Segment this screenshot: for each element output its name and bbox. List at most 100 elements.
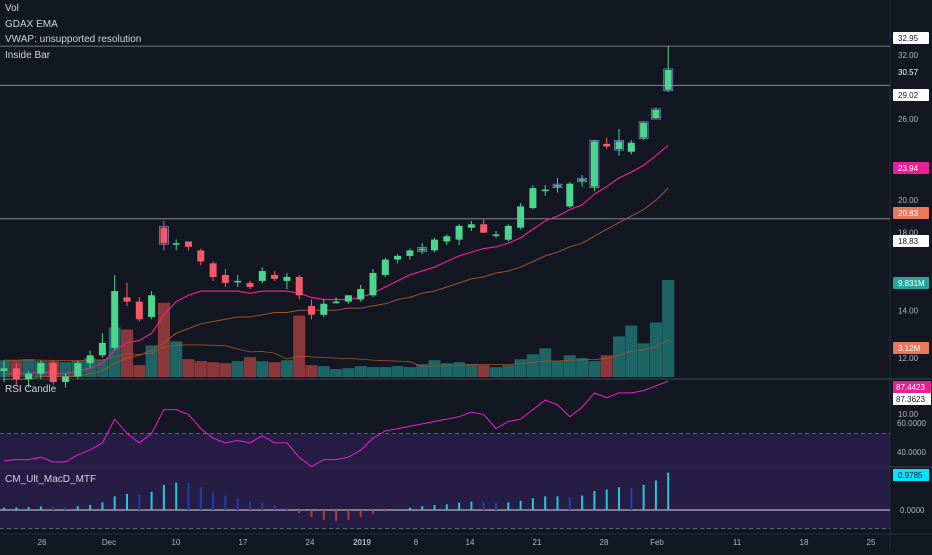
price-tick-label: 18.00 xyxy=(898,229,919,238)
volume-bar xyxy=(588,361,601,377)
volume-bar xyxy=(182,359,195,377)
price-badge-label: 23.94 xyxy=(898,164,919,173)
volume-bar xyxy=(526,354,539,377)
inside-bar-marker xyxy=(614,139,624,151)
rsi-line xyxy=(3,380,669,468)
price-badge xyxy=(893,32,929,44)
volume-bar xyxy=(367,367,379,377)
main-legend-item[interactable]: Inside Bar xyxy=(5,49,51,61)
candle-body xyxy=(221,274,229,283)
volume-bar xyxy=(416,364,429,377)
candle-body xyxy=(234,280,242,283)
price-tick-label: 20.00 xyxy=(898,196,919,205)
time-tick-label: 17 xyxy=(239,538,248,547)
volume-bar xyxy=(244,357,256,377)
candle-body xyxy=(246,282,254,287)
volume-bar xyxy=(219,363,232,377)
volume-bar xyxy=(551,361,564,377)
time-tick-label: 10 xyxy=(172,538,181,547)
candle-body xyxy=(652,109,660,119)
volume-bar xyxy=(170,341,183,377)
inside-bar-marker xyxy=(638,121,649,139)
candle-body xyxy=(86,355,94,364)
volume-bar xyxy=(268,362,281,377)
candle-body xyxy=(627,142,635,152)
inside-bar-marker xyxy=(417,247,428,252)
volume-bar xyxy=(477,365,490,377)
volume-bar xyxy=(637,343,650,377)
volume-bar xyxy=(379,367,392,377)
candle-body xyxy=(492,234,500,236)
inside-bar-marker xyxy=(589,139,600,189)
inside-bar-marker xyxy=(577,177,587,183)
ema-slow-line xyxy=(4,187,669,380)
main-legend-item[interactable]: VWAP: unsupported resolution xyxy=(5,34,142,45)
candle-body xyxy=(381,259,389,275)
candle-body xyxy=(431,239,438,251)
candle-body xyxy=(185,241,192,247)
candle-body xyxy=(172,243,180,245)
candle-body xyxy=(394,255,402,260)
time-tick-label: 2019 xyxy=(353,538,371,547)
candle-body xyxy=(615,141,623,150)
rsi-tick-label: 60.0000 xyxy=(897,419,926,428)
time-tick-label: 11 xyxy=(733,538,742,547)
volume-bar xyxy=(440,363,453,377)
volume-bar xyxy=(133,365,146,377)
candle-body xyxy=(640,122,648,138)
volume-bar xyxy=(280,360,293,377)
candle-body xyxy=(98,342,106,356)
candle-body xyxy=(135,301,143,320)
price-badge-label: 29.02 xyxy=(898,91,919,100)
time-tick-label: 8 xyxy=(414,538,419,547)
main-legend-item[interactable]: Vol xyxy=(5,3,19,14)
time-tick-label: 25 xyxy=(867,538,876,547)
volume-bar xyxy=(231,361,244,377)
volume-bar xyxy=(391,366,404,377)
volume-bar xyxy=(207,362,220,377)
candle-body xyxy=(529,188,537,209)
macd-badge-label: 0.9785 xyxy=(898,471,923,480)
price-badge xyxy=(893,66,929,78)
volume-bar xyxy=(576,358,589,377)
volume-bar xyxy=(502,365,515,377)
candle-body xyxy=(369,272,377,296)
price-badge-label: 32.95 xyxy=(898,34,919,43)
rsi-band xyxy=(0,433,890,529)
price-badge xyxy=(893,342,929,354)
candle-body xyxy=(123,297,131,302)
candle-body xyxy=(590,141,598,187)
macd-legend[interactable]: CM_Ult_MacD_MTF xyxy=(5,474,97,485)
price-tick-label: 14.00 xyxy=(898,306,919,315)
volume-ma-line xyxy=(4,339,669,368)
volume-bar xyxy=(22,359,35,377)
price-tick-label: 12.00 xyxy=(898,354,919,363)
candle-body xyxy=(74,363,82,377)
candle-body xyxy=(443,236,451,242)
time-tick-label: 14 xyxy=(466,538,475,547)
rsi-legend[interactable]: RSI Candle xyxy=(5,384,57,395)
volume-bar xyxy=(403,367,416,377)
volume-bar xyxy=(428,360,441,377)
candle-body xyxy=(603,143,611,147)
volume-bar xyxy=(613,336,625,377)
rsi-badge xyxy=(893,381,931,393)
candle-body xyxy=(0,368,8,372)
candle-body xyxy=(455,225,463,240)
main-legend-item[interactable]: GDAX EMA xyxy=(5,18,58,30)
volume-bar xyxy=(342,368,355,377)
price-badge xyxy=(893,89,929,101)
candle-body xyxy=(160,227,168,244)
price-tick-label: 32.00 xyxy=(898,51,919,60)
price-tick-label: 26.00 xyxy=(898,115,919,124)
candle-body xyxy=(480,224,488,233)
price-badge xyxy=(893,235,929,247)
candle-body xyxy=(295,276,303,296)
candle-body xyxy=(357,289,365,300)
candle-body xyxy=(554,185,561,187)
candle-body xyxy=(320,303,328,315)
volume-bar xyxy=(490,367,502,377)
time-tick-label: 21 xyxy=(533,538,542,547)
